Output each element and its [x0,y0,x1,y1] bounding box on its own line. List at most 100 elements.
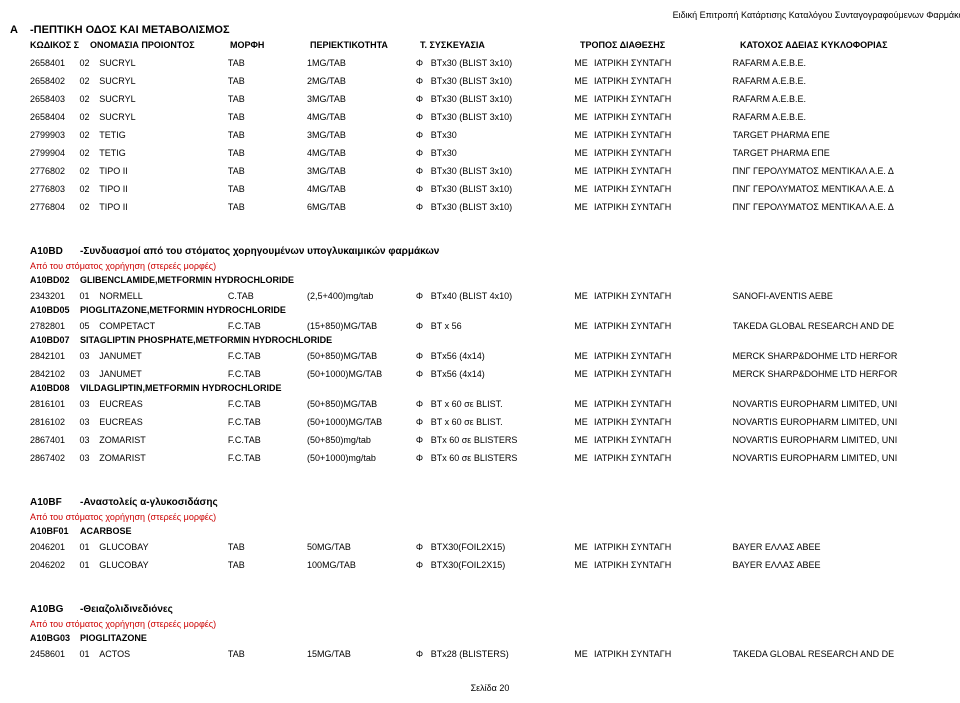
sub-title: A10BD05PIOGLITAZONE,METFORMIN HYDROCHLOR… [10,305,960,315]
table-row: 279990302TETIGTAB3MG/TABΦBTx30ΜΕΙΑΤΡΙΚΗ … [10,126,960,144]
cell-code: 2658402 [30,72,79,90]
cell-strength: 3MG/TAB [307,126,416,144]
col-name: ΟΝΟΜΑΣΙΑ ΠΡΟΙΟΝΤΟΣ [90,40,230,50]
route-text: Από του στόματος χορήγηση (στερεές μορφέ… [10,512,960,522]
cell-strength: 50MG/TAB [307,538,416,556]
sub-title: A10BD07SITAGLIPTIN PHOSPHATE,METFORMIN H… [10,335,960,345]
sub-title: A10BD02GLIBENCLAMIDE,METFORMIN HYDROCHLO… [10,275,960,285]
cell-disp: ΙΑΤΡΙΚΗ ΣΥΝΤΑΓΗ [594,347,733,365]
cell-me: ΜΕ [574,556,594,574]
cell-disp: ΙΑΤΡΙΚΗ ΣΥΝΤΑΓΗ [594,198,733,216]
cell-form: TAB [228,538,307,556]
table-row: 286740103ZOMARISTF.C.TAB(50+850)mg/tabΦB… [10,431,960,449]
table-row: 284210203JANUMETF.C.TAB(50+1000)MG/TABΦB… [10,365,960,383]
cell-disp: ΙΑΤΡΙΚΗ ΣΥΝΤΑΓΗ [594,317,733,335]
cell-pack: BTx28 (BLISTERS) [431,645,574,663]
cell-f: Φ [416,108,431,126]
cell-me: ΜΕ [574,538,594,556]
cell-name: JANUMET [99,365,228,383]
cell-form: TAB [228,72,307,90]
cell-sub: 03 [79,431,99,449]
cell-strength: (50+1000)mg/tab [307,449,416,467]
top-rows: 265840102SUCRYLTAB1MG/TABΦBTx30 (BLIST 3… [10,54,960,216]
sub-title: A10BD08VILDAGLIPTIN,METFORMIN HYDROCHLOR… [10,383,960,393]
cell-holder: TAKEDA GLOBAL RESEARCH AND DE [733,645,960,663]
cell-disp: ΙΑΤΡΙΚΗ ΣΥΝΤΑΓΗ [594,144,733,162]
table-row: 234320101NORMELLC.TAB(2,5+400)mg/tabΦBTx… [10,287,960,305]
col-code: ΚΩΔΙΚΟΣ Σ [30,40,90,50]
cell-me: ΜΕ [574,449,594,467]
table-row: 245860101ACTOSTAB15MG/TABΦBTx28 (BLISTER… [10,645,960,663]
cell-strength: 3MG/TAB [307,162,416,180]
cell-code: 2867402 [30,449,79,467]
cell-name: SUCRYL [99,108,228,126]
cell-form: TAB [228,90,307,108]
cell-strength: 4MG/TAB [307,144,416,162]
cell-form: TAB [228,54,307,72]
cell-f: Φ [416,287,431,305]
cell-sub: 01 [79,538,99,556]
cell-disp: ΙΑΤΡΙΚΗ ΣΥΝΤΑΓΗ [594,449,733,467]
cell-holder: MERCK SHARP&DOHME LTD HERFOR [733,347,960,365]
cell-code: 2842101 [30,347,79,365]
cell-f: Φ [416,162,431,180]
col-disp: ΤΡΟΠΟΣ ΔΙΑΘΕΣΗΣ [580,40,740,50]
cell-pack: BTX30(FOIL2X15) [431,538,574,556]
cell-name: ZOMARIST [99,449,228,467]
cell-code: 2816102 [30,413,79,431]
cell-pack: BTx40 (BLIST 4x10) [431,287,574,305]
header-note: Ειδική Επιτροπή Κατάρτισης Καταλόγου Συν… [10,10,960,20]
cell-pack: BTx 60 σε BLISTERS [431,449,574,467]
page-footer: Σελίδα 20 [10,683,960,693]
cell-disp: ΙΑΤΡΙΚΗ ΣΥΝΤΑΓΗ [594,431,733,449]
table-row: 281610103EUCREASF.C.TAB(50+850)MG/TABΦBT… [10,395,960,413]
cell-strength: (2,5+400)mg/tab [307,287,416,305]
grp-title: -Αναστολείς α-γλυκοσιδάσης [80,497,218,508]
cell-holder: RAFARM A.E.B.E. [733,54,960,72]
cell-code: 2658401 [30,54,79,72]
cell-name: SUCRYL [99,54,228,72]
cell-holder: NOVARTIS EUROPHARM LIMITED, UNI [733,449,960,467]
col-holder: ΚΑΤΟΧΟΣ ΑΔΕΙΑΣ ΚΥΚΛΟΦΟΡΙΑΣ [740,40,960,50]
cell-name: TETIG [99,126,228,144]
cell-holder: BAYER ΕΛΛΑΣ ΑΒΕΕ [733,556,960,574]
cell-me: ΜΕ [574,72,594,90]
cell-disp: ΙΑΤΡΙΚΗ ΣΥΝΤΑΓΗ [594,72,733,90]
cell-form: F.C.TAB [228,395,307,413]
cell-name: TIPO II [99,198,228,216]
cell-sub: 01 [79,556,99,574]
cell-me: ΜΕ [574,126,594,144]
col-form: ΜΟΡΦΗ [230,40,310,50]
cell-me: ΜΕ [574,54,594,72]
cell-pack: BTx30 (BLIST 3x10) [431,54,574,72]
cell-disp: ΙΑΤΡΙΚΗ ΣΥΝΤΑΓΗ [594,395,733,413]
cell-strength: 1MG/TAB [307,54,416,72]
sub-title: A10BF01ACARBOSE [10,526,960,536]
cell-name: TIPO II [99,162,228,180]
cell-f: Φ [416,144,431,162]
cell-f: Φ [416,556,431,574]
cell-form: F.C.TAB [228,317,307,335]
cell-sub: 03 [79,449,99,467]
cell-form: C.TAB [228,287,307,305]
cell-holder: NOVARTIS EUROPHARM LIMITED, UNI [733,413,960,431]
cell-form: TAB [228,180,307,198]
cell-code: 2842102 [30,365,79,383]
cell-strength: (50+850)MG/TAB [307,395,416,413]
cell-form: F.C.TAB [228,347,307,365]
cell-strength: 2MG/TAB [307,72,416,90]
cell-holder: TARGET PHARMA ΕΠΕ [733,126,960,144]
grp-code: A10BG [30,604,80,615]
cell-name: ZOMARIST [99,431,228,449]
cell-pack: BTx30 [431,144,574,162]
cell-f: Φ [416,90,431,108]
cell-code: 2799903 [30,126,79,144]
cell-form: TAB [228,144,307,162]
cell-sub: 02 [79,72,99,90]
cell-sub: 02 [79,54,99,72]
cell-me: ΜΕ [574,365,594,383]
cell-me: ΜΕ [574,317,594,335]
group-a10bg: A10BG-Θειαζολιδινεδιόνες Από του στόματο… [10,604,960,663]
cell-disp: ΙΑΤΡΙΚΗ ΣΥΝΤΑΓΗ [594,162,733,180]
col-pack: Τ. ΣΥΣΚΕΥΑΣΙΑ [420,40,580,50]
